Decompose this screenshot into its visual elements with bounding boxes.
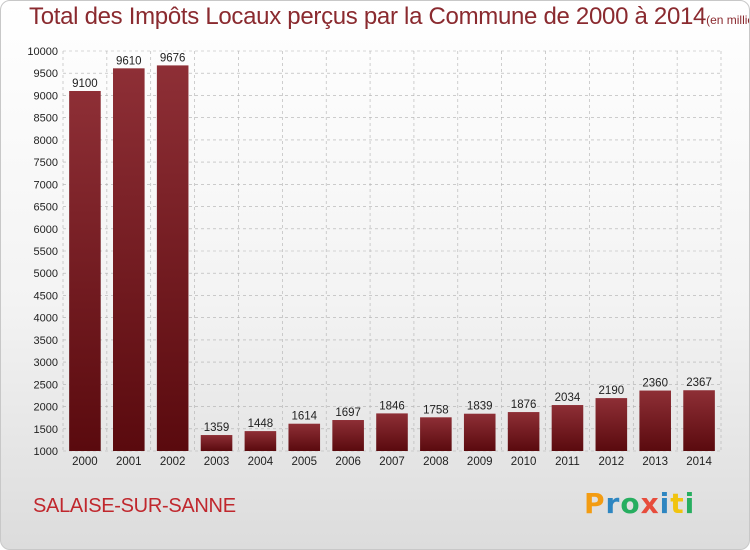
brand-letter: i xyxy=(684,487,696,520)
bar-2012 xyxy=(595,398,628,451)
bar-value-label: 1846 xyxy=(379,400,405,412)
brand-letter: o xyxy=(620,487,641,520)
chart-unit: (en milliers d'€) xyxy=(706,13,749,27)
bar-value-label: 1359 xyxy=(204,422,230,434)
y-tick-label: 7500 xyxy=(34,157,58,169)
bar-value-label: 1448 xyxy=(248,418,274,430)
y-tick-label: 1000 xyxy=(34,446,58,458)
y-tick-label: 1500 xyxy=(34,424,58,436)
x-tick-label: 2010 xyxy=(511,456,537,468)
bar-2004 xyxy=(244,431,277,451)
x-tick-label: 2007 xyxy=(379,456,405,468)
bar-value-label: 1876 xyxy=(511,399,537,411)
bar-2013 xyxy=(639,390,671,451)
y-tick-label: 8000 xyxy=(34,135,58,147)
bar-value-label: 9676 xyxy=(160,52,186,64)
brand-letter: i xyxy=(659,487,671,520)
bar-2007 xyxy=(376,413,408,451)
x-tick-label: 2003 xyxy=(204,456,230,468)
bar-value-label: 1614 xyxy=(291,411,317,423)
y-tick-label: 5000 xyxy=(34,268,58,280)
bar-2009 xyxy=(463,413,496,451)
bar-value-label: 9100 xyxy=(72,78,98,90)
brand-letter: t xyxy=(670,487,685,520)
y-tick-label: 10000 xyxy=(27,46,58,58)
x-tick-label: 2009 xyxy=(467,456,493,468)
x-tick-label: 2001 xyxy=(116,456,142,468)
x-axis-labels: 2000 2001 2002 2003 2004 2005 2006 2007 2008 2009… xyxy=(72,456,712,468)
bar-2008 xyxy=(420,417,452,451)
brand-letter: P xyxy=(584,487,606,520)
y-tick-label: 7000 xyxy=(34,179,58,191)
bar-2010 xyxy=(507,412,540,451)
x-tick-label: 2011 xyxy=(555,456,580,468)
bar-value-label: 2367 xyxy=(686,377,712,389)
bar-value-label: 2190 xyxy=(599,385,625,397)
bar-value-label: 1697 xyxy=(335,407,361,419)
y-tick-label: 5500 xyxy=(34,246,58,258)
x-tick-label: 2008 xyxy=(423,456,449,468)
y-tick-label: 2500 xyxy=(34,379,58,391)
x-tick-label: 2004 xyxy=(248,456,274,468)
bar-value-label: 2034 xyxy=(555,392,581,404)
bar-2003 xyxy=(200,435,233,451)
brand-letter: x xyxy=(640,487,660,520)
x-tick-label: 2006 xyxy=(335,456,361,468)
y-tick-label: 9500 xyxy=(34,68,58,80)
bar-2011 xyxy=(551,405,584,451)
y-tick-label: 3500 xyxy=(34,335,58,347)
bar-value-label: 1839 xyxy=(467,401,493,413)
bar-2014 xyxy=(683,390,715,451)
x-tick-label: 2005 xyxy=(291,456,317,468)
proxiti-logo: Proxiti xyxy=(584,487,695,520)
x-tick-label: 2002 xyxy=(160,456,186,468)
y-axis: 1000 1500 2000 2500 3000 3500 4000 4500 5000 5500… xyxy=(27,46,58,458)
bar-2002 xyxy=(156,65,189,452)
y-tick-label: 2000 xyxy=(34,402,58,414)
bars: 9100 9610 9676 1359 1448 1614 1697 1846 1758 1839… xyxy=(69,52,715,452)
commune-name: SALAISE-SUR-SANNE xyxy=(33,495,236,517)
x-tick-label: 2014 xyxy=(686,456,712,468)
x-tick-label: 2000 xyxy=(72,456,98,468)
bar-2005 xyxy=(288,423,321,451)
y-tick-label: 4000 xyxy=(34,313,58,325)
bar-value-label: 9610 xyxy=(116,55,142,67)
brand-letter: r xyxy=(605,487,621,520)
y-tick-label: 9000 xyxy=(34,90,58,102)
bar-2001 xyxy=(113,68,145,451)
bar-value-label: 1758 xyxy=(423,404,449,416)
bar-2000 xyxy=(69,91,101,451)
bar-2006 xyxy=(332,420,364,451)
chart-title-text: Total des Impôts Locaux perçus par la Co… xyxy=(29,3,707,30)
x-tick-label: 2012 xyxy=(599,456,625,468)
chart-title: Total des Impôts Locaux perçus par la Co… xyxy=(29,3,749,31)
y-tick-label: 4500 xyxy=(34,290,58,302)
y-tick-label: 6000 xyxy=(34,224,58,236)
y-tick-label: 6500 xyxy=(34,202,58,214)
y-tick-label: 8500 xyxy=(34,113,58,125)
x-tick-label: 2013 xyxy=(642,456,668,468)
bar-value-label: 2360 xyxy=(642,378,668,390)
y-tick-label: 3000 xyxy=(34,357,58,369)
